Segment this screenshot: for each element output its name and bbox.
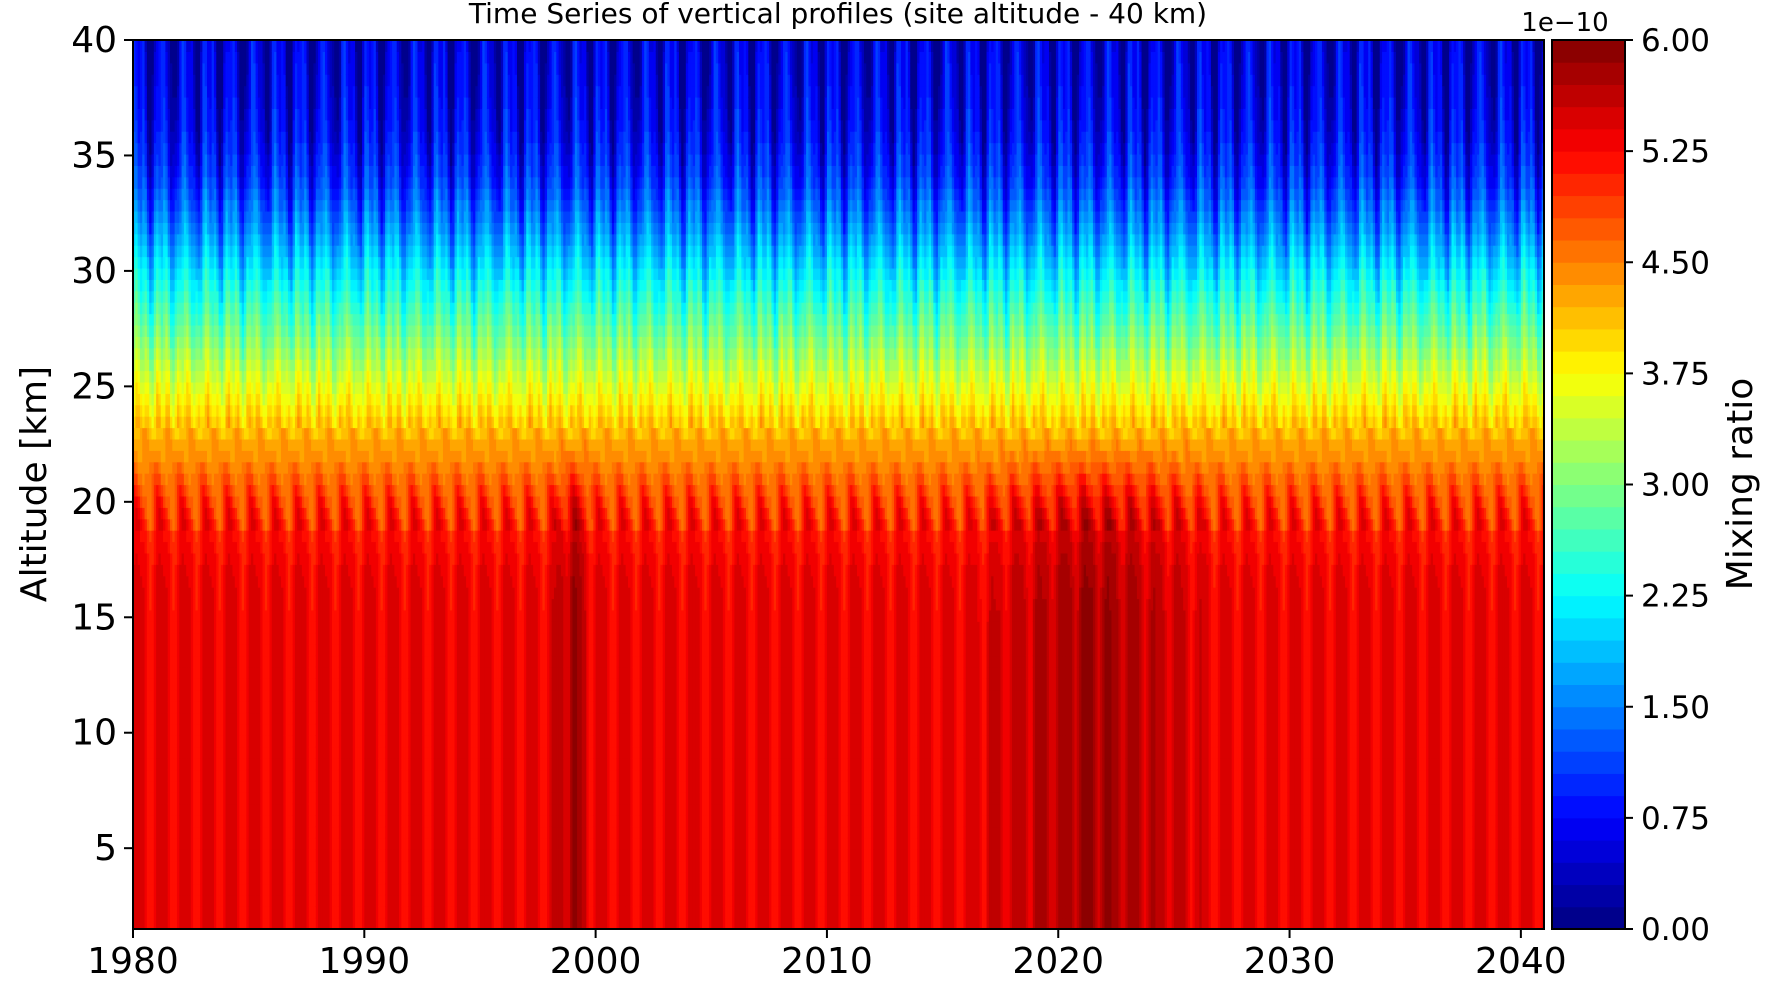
heatmap-cells xyxy=(133,40,1545,930)
plot-area xyxy=(133,40,1545,930)
chart-title: Time Series of vertical profiles (site a… xyxy=(468,0,1207,30)
